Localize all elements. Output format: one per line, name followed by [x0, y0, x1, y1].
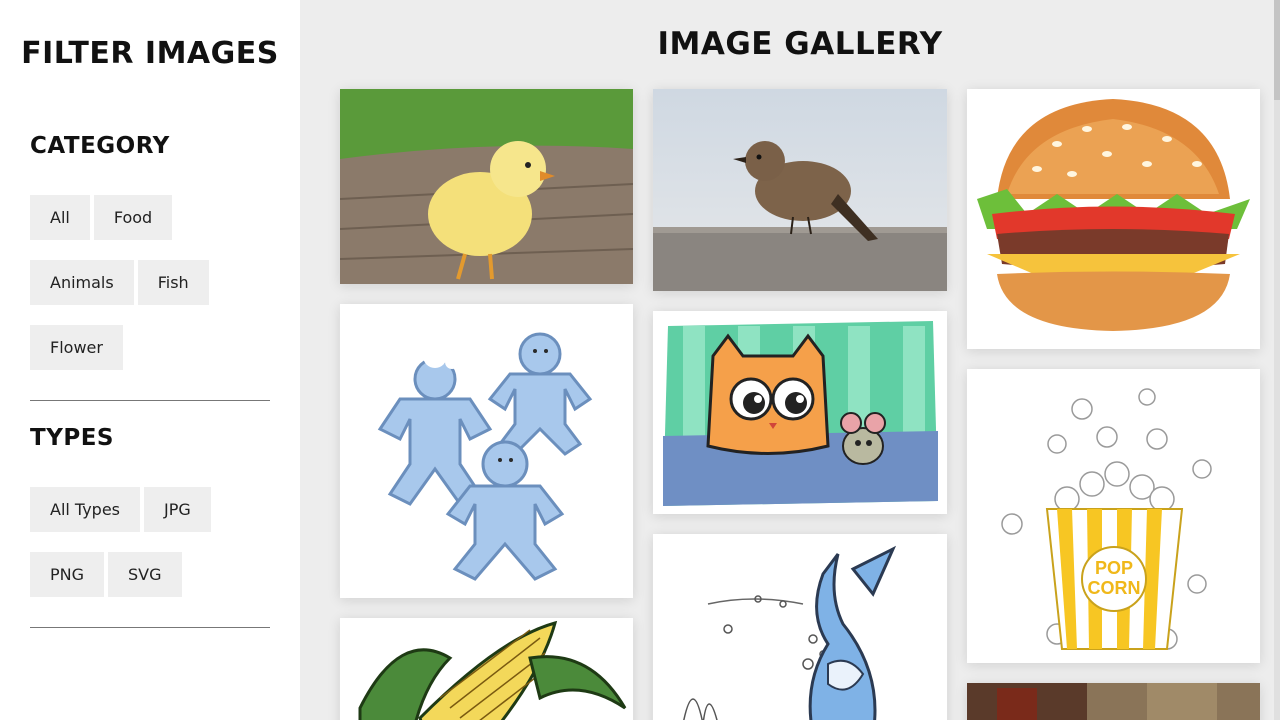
drink-image: [967, 683, 1260, 720]
gallery-title: IMAGE GALLERY: [657, 26, 943, 62]
scrollbar-thumb[interactable]: [1274, 0, 1280, 100]
category-chip-fish[interactable]: Fish: [137, 260, 209, 305]
gallery-image-bird[interactable]: [653, 89, 947, 291]
category-chip-food[interactable]: Food: [93, 195, 173, 240]
types-chip-row: All Types JPG: [30, 487, 211, 532]
popcorn-image: POP CORN: [967, 369, 1260, 663]
category-chip-row: All Food: [30, 195, 173, 240]
category-chip-animals[interactable]: Animals: [30, 260, 134, 305]
gingerbread-image: [340, 304, 633, 598]
filter-sidebar: FILTER IMAGES CATEGORY All Food Animals …: [0, 0, 300, 720]
type-chip-png[interactable]: PNG: [30, 552, 105, 597]
category-chip-flower[interactable]: Flower: [30, 325, 123, 370]
gallery-main: IMAGE GALLERY: [300, 0, 1280, 720]
gallery-image-burger[interactable]: [967, 89, 1260, 349]
category-chip-row: Flower: [30, 325, 123, 370]
chick-image: [340, 89, 633, 284]
section-divider: [30, 400, 270, 401]
type-chip-svg[interactable]: SVG: [108, 552, 182, 597]
shark-image: [653, 534, 947, 720]
burger-image: [967, 89, 1260, 349]
gallery-image-popcorn[interactable]: POP CORN: [967, 369, 1260, 663]
category-chip-row: Animals Fish: [30, 260, 209, 305]
sidebar-title: FILTER IMAGES: [21, 36, 279, 71]
gallery-image-gingerbread[interactable]: [340, 304, 633, 598]
type-chip-all-types[interactable]: All Types: [30, 487, 141, 532]
svg-text:POP: POP: [1095, 558, 1133, 578]
corn-image: [340, 618, 633, 720]
gallery-image-chick[interactable]: [340, 89, 633, 284]
gallery-image-cat-mouse[interactable]: [653, 311, 947, 514]
section-divider: [30, 627, 270, 628]
svg-text:CORN: CORN: [1088, 578, 1141, 598]
types-chip-row: PNG SVG: [30, 552, 182, 597]
category-heading: CATEGORY: [30, 133, 170, 159]
type-chip-jpg[interactable]: JPG: [144, 487, 211, 532]
gallery-image-corn[interactable]: [340, 618, 633, 720]
gallery-scrollbar[interactable]: [1274, 0, 1280, 720]
gallery-image-drink[interactable]: [967, 683, 1260, 720]
category-chip-all[interactable]: All: [30, 195, 90, 240]
types-heading: TYPES: [30, 425, 114, 451]
cat-mouse-image: [653, 311, 947, 514]
gallery-image-shark[interactable]: [653, 534, 947, 720]
bird-image: [653, 89, 947, 291]
